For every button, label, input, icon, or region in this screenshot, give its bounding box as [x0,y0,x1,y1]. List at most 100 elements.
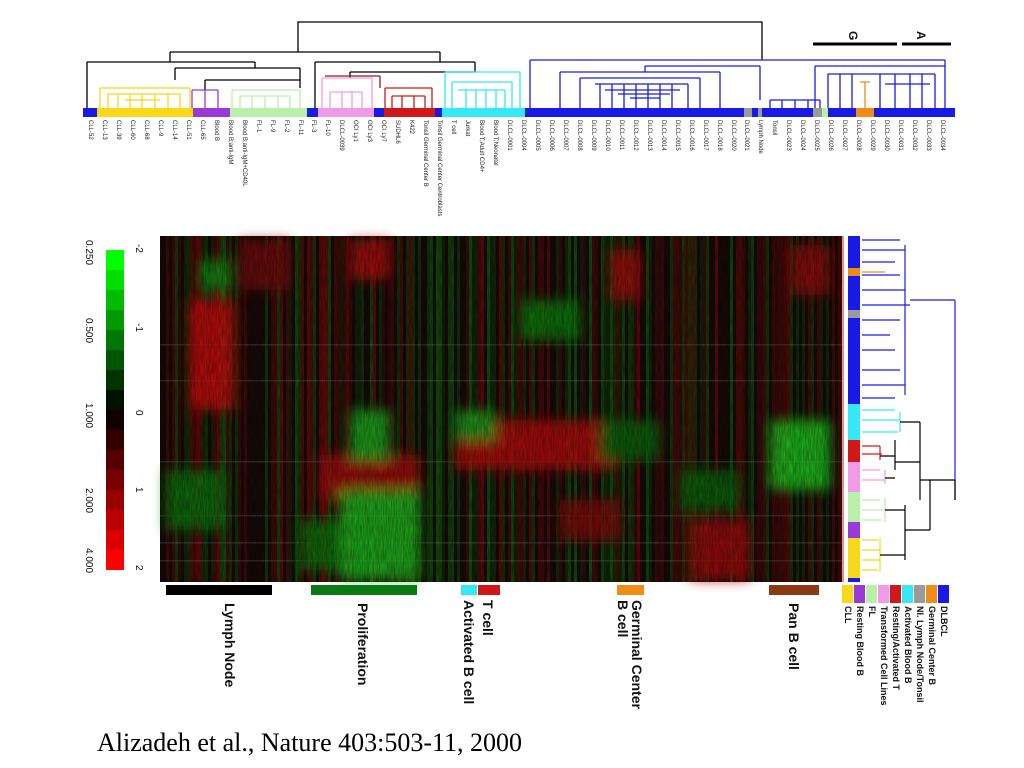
sample-label: DLCL-0030 [883,120,890,151]
sample-color-bar [83,108,955,117]
legend-label: Germinal Center B [927,606,937,686]
sample-group-segment [758,108,762,117]
scale-value: 4.000 [83,548,94,574]
sample-label: DLCL-0024 [799,120,806,151]
sample-label: Tonsil [771,120,778,136]
sample-label: DLCL-0018 [715,120,722,151]
right-dendrogram [848,236,956,582]
sample-label: DLCL-0027 [841,120,848,151]
figure-caption: Alizadeh et al., Nature 403:503-11, 2000 [97,728,523,757]
dendrogram-root [297,21,763,60]
log-tick: 2 [133,565,144,571]
legend-swatch [938,585,949,603]
sample-label: DLCL-0015 [673,120,680,151]
legend-label: Resting Blood B [855,606,865,676]
sample-label: DLCL-0031 [897,120,904,151]
sample-label: CLL-9 [156,120,163,137]
legend-swatch [914,585,925,603]
log-tick: -1 [133,323,144,332]
sample-label: OCI Ly1 [352,120,359,142]
right-group-segment [848,268,860,276]
sample-label: DLCL-0021 [743,120,750,151]
sample-group-segment [525,108,744,117]
sample-label: DLCL-0008 [575,120,582,151]
sample-label: DLCL-0010 [603,120,610,151]
sample-label: CLL-52 [87,120,93,140]
group-label-a: A [914,31,928,40]
right-group-segment [848,276,860,310]
scale-value: 0.250 [83,240,94,266]
sample-label: DLCL-0012 [631,120,638,151]
sample-label: FL-9 [268,120,275,133]
scale-block [106,450,124,470]
cluster-label-proliferation: Proliferation [355,603,371,686]
cluster-bar-activated-b [461,585,477,595]
legend-label: Transformed Cell Lines [879,606,889,706]
scale-block [106,330,124,350]
sample-label: FL-11 [296,120,303,136]
sample-label: DLCL-0023 [785,120,792,151]
sample-group-segment [318,108,374,117]
legend-swatch [842,585,853,603]
sample-group-segment [83,108,97,117]
sample-label: CLL-13 [100,120,107,140]
sample-label: DLCL-0028 [855,120,862,151]
sample-label: Tonsil Germinal Center B [422,120,429,187]
cluster-bar-pan-b [769,585,819,595]
dendrogram-activated-b [444,71,521,108]
right-color-bar [848,236,860,582]
sample-dendrogram [86,21,946,108]
scale-block [106,410,124,430]
sample-group-segment [752,108,758,117]
sample-group-segment [230,108,307,117]
scale-block [106,250,124,270]
legend-swatch [890,585,901,603]
scale-value: 2.000 [83,488,94,514]
cluster-label-lymph-node: Lymph Node [222,603,238,688]
sample-label: DLCL-0016 [687,120,694,151]
sample-label: Lymph Node [757,120,764,154]
scale-block [106,490,124,510]
sample-group-segment [874,108,955,117]
heatmap [160,236,844,582]
cluster-label-pan-b: Pan B cell [786,603,802,670]
sample-group-segment [442,108,525,117]
sample-label: CLL-39 [114,120,121,140]
heatmap-texture [160,236,842,582]
dendrogram-fl [231,89,301,108]
sample-label: Blood T;Adult CD4+ [478,120,485,173]
right-group-segment [848,538,860,578]
scale-block [106,470,124,490]
scale-block [106,350,124,370]
cluster-label-t-cell: T cell [480,600,496,636]
sample-group-segment [813,108,822,117]
legend-swatch [866,585,877,603]
right-group-segment [848,522,860,538]
sample-label: DLCL-0011 [617,120,624,151]
sample-label: DLCL-0020 [729,120,736,151]
sample-label: DLCL-0025 [813,120,820,151]
sample-label: Jurkat [464,120,471,137]
scale-block [106,270,124,290]
sample-label: Blood T;Neonatal [492,120,499,166]
sample-label: Blood B;anti-IgM [226,120,233,165]
scale-block [106,430,124,450]
sample-group-segment [744,108,752,117]
sample-label: FL-10 [324,120,331,136]
sample-group-segment [374,108,384,117]
sample-label: CLL-14 [170,120,177,140]
right-group-segment [848,578,860,582]
scale-block [106,530,124,550]
dendrogram-cell-lines [321,77,373,108]
sample-group-segment [828,108,856,117]
cluster-label-activated-b: Activated B cell [461,600,477,705]
log-tick: 1 [133,487,144,493]
sample-label: DLCL-0006 [547,120,554,151]
sample-label: DLCL-0034 [939,120,946,151]
right-group-segment [848,236,860,268]
sample-label: Blood B [212,120,219,142]
legend-label: CLL [843,606,853,624]
sample-label: CLL-60 [128,120,135,140]
sample-label: FL-2 [282,120,289,133]
